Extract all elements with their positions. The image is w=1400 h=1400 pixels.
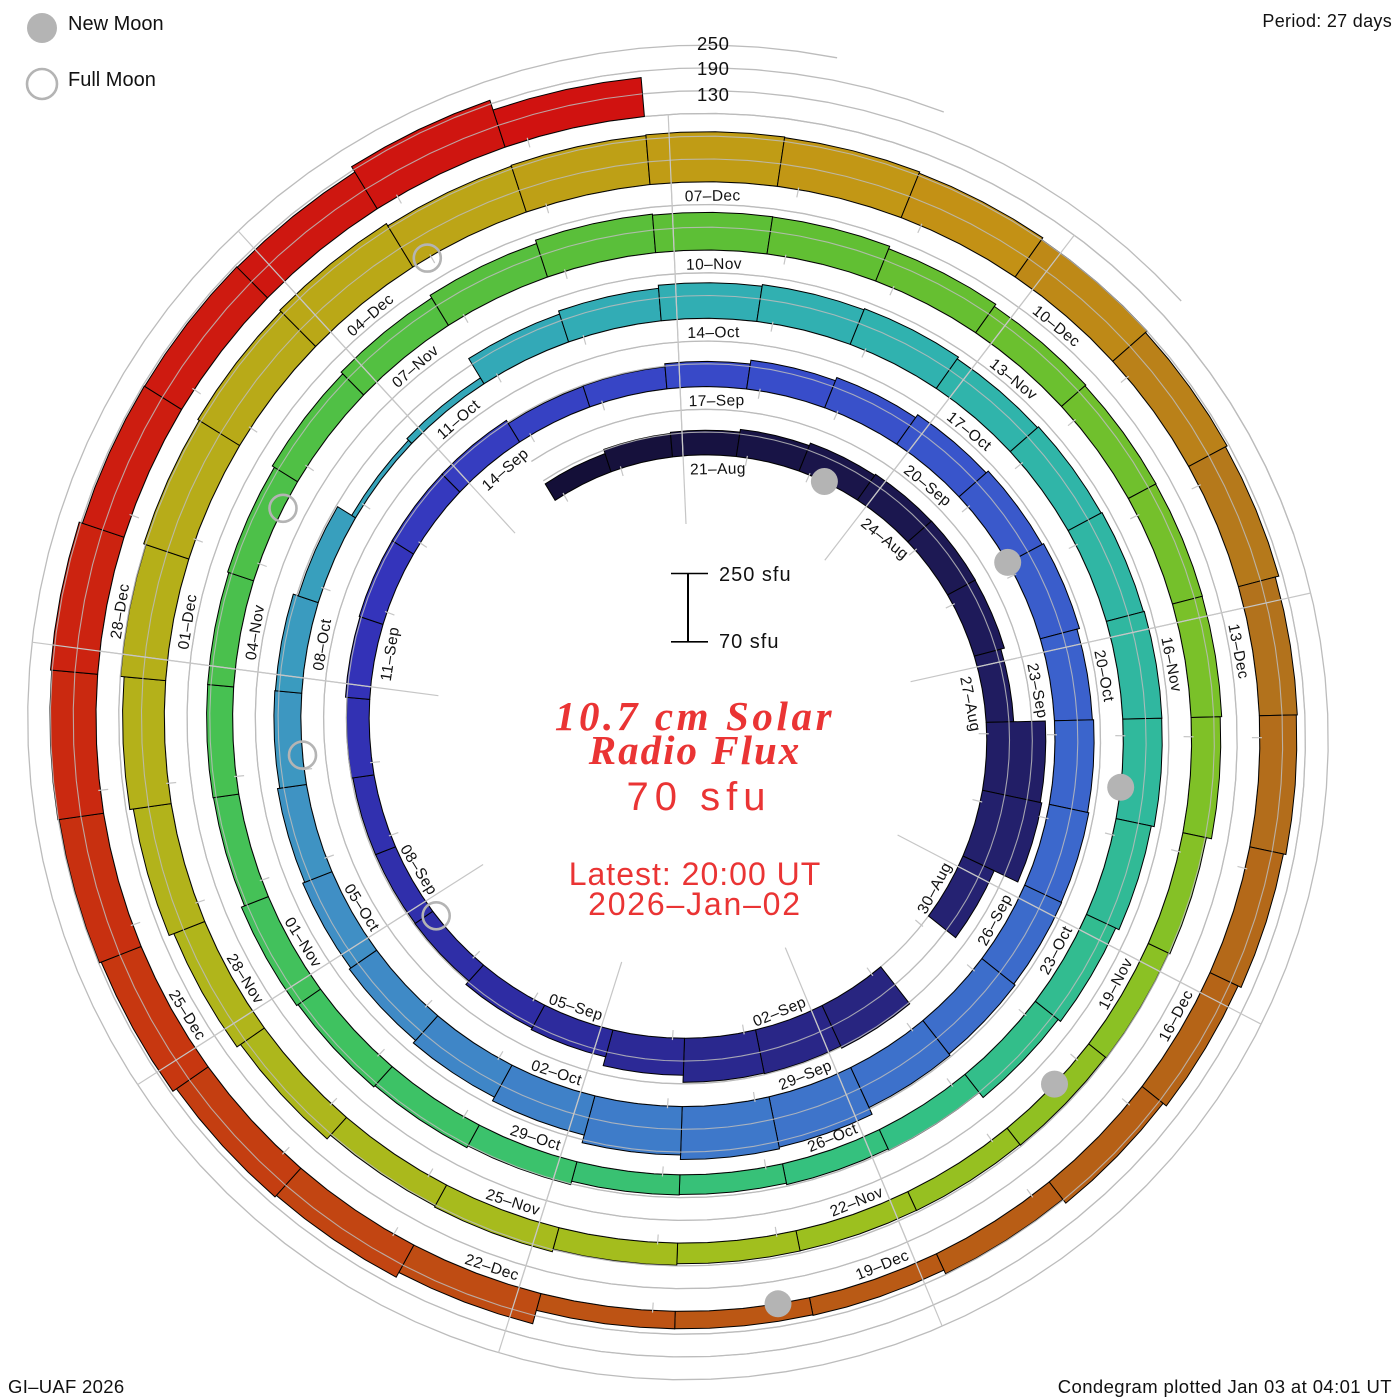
svg-text:07–Dec: 07–Dec: [685, 187, 741, 205]
svg-text:17–Sep: 17–Sep: [689, 392, 745, 410]
svg-text:10–Nov: 10–Nov: [686, 256, 742, 274]
svg-text:GI–UAF 2026: GI–UAF 2026: [8, 1376, 124, 1397]
svg-text:250: 250: [697, 33, 729, 54]
svg-text:New Moon: New Moon: [68, 13, 164, 35]
svg-text:Period: 27 days: Period: 27 days: [1262, 11, 1392, 31]
svg-text:Condegram plotted Jan 03 at 04: Condegram plotted Jan 03 at 04:01 UT: [1058, 1376, 1392, 1397]
svg-text:10.7 cm Solar: 10.7 cm Solar: [555, 693, 835, 739]
svg-text:Latest: 20:00 UT: Latest: 20:00 UT: [569, 856, 822, 892]
svg-text:14–Oct: 14–Oct: [687, 324, 740, 342]
svg-text:190: 190: [697, 58, 729, 79]
svg-text:250 sfu: 250 sfu: [719, 564, 792, 586]
svg-text:2026–Jan–02: 2026–Jan–02: [588, 886, 802, 922]
svg-text:Radio Flux: Radio Flux: [588, 727, 802, 773]
svg-text:21–Aug: 21–Aug: [690, 460, 746, 478]
svg-text:70 sfu: 70 sfu: [719, 631, 779, 653]
svg-text:70 sfu: 70 sfu: [627, 775, 772, 819]
svg-text:130: 130: [697, 84, 729, 105]
svg-text:Full Moon: Full Moon: [68, 69, 156, 91]
